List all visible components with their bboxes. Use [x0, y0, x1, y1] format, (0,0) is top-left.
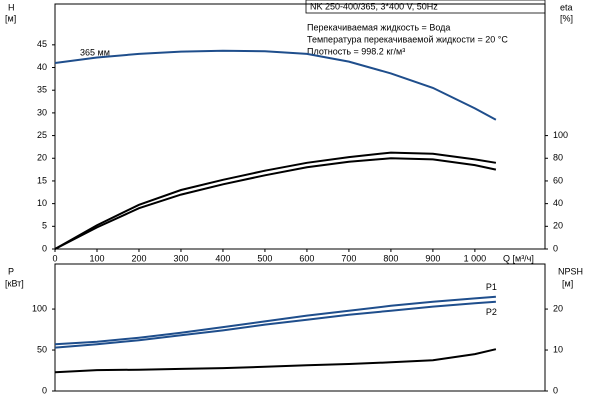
y2-tick-label: 80: [553, 153, 563, 163]
x-tick-label: 700: [341, 253, 356, 263]
x-tick-label: 100: [89, 253, 104, 263]
x-tick-label: 900: [425, 253, 440, 263]
y2-tick-label: 0: [553, 243, 558, 253]
y2-tick-label: 100: [553, 130, 568, 140]
curve-label: 365 мм: [80, 47, 110, 57]
chart-title: NK 250-400/365, 3*400 V, 50Hz: [310, 1, 438, 11]
y-tick-label: 50: [37, 344, 47, 354]
y2-tick-label: 20: [553, 303, 563, 313]
y2-tick-label: 10: [553, 344, 563, 354]
curve: [54, 151, 497, 250]
plot-frame: [54, 263, 546, 392]
y-axis-unit: [кВт]: [5, 278, 24, 288]
x-tick-label: 0: [52, 253, 57, 263]
y2-tick-label: 0: [553, 385, 558, 395]
x-tick-label: 200: [131, 253, 146, 263]
y-tick-label: 20: [37, 153, 47, 163]
curve: [54, 348, 497, 374]
curve: [54, 157, 497, 250]
y-tick-label: 10: [37, 198, 47, 208]
x-tick-label: 500: [257, 253, 272, 263]
y-tick-label: 15: [37, 175, 47, 185]
y-tick-label: 40: [37, 62, 47, 72]
y2-tick-label: 40: [553, 198, 563, 208]
curve: [54, 295, 496, 346]
y-tick-label: 5: [42, 221, 47, 231]
y2-axis-label: eta: [560, 2, 573, 12]
curve: [54, 49, 497, 121]
y-tick-label: 45: [37, 39, 47, 49]
annotation: Перекачиваемая жидкость = Вода: [307, 22, 450, 32]
y-tick-label: 0: [42, 243, 47, 253]
x-axis-label: Q [м³/ч]: [503, 253, 534, 263]
y-axis-unit: [м]: [5, 13, 16, 23]
y2-axis-unit: [%]: [560, 13, 573, 23]
x-tick-label: 300: [173, 253, 188, 263]
plot-frame: [54, 3, 546, 250]
x-tick-label: 800: [383, 253, 398, 263]
y-tick-label: 100: [32, 303, 47, 313]
legend-label: P1: [486, 282, 497, 292]
curve: [54, 300, 496, 349]
annotation: Температура перекачиваемой жидкости = 20…: [307, 34, 508, 44]
y2-axis-label: NPSH: [558, 266, 583, 276]
y-tick-label: 0: [42, 385, 47, 395]
y-tick-label: 30: [37, 107, 47, 117]
y-axis-label: H: [8, 2, 15, 12]
y2-tick-label: 20: [553, 221, 563, 231]
x-tick-label: 1 000: [464, 253, 487, 263]
x-tick-label: 600: [299, 253, 314, 263]
y2-tick-label: 60: [553, 175, 563, 185]
y2-axis-unit: [м]: [562, 278, 573, 288]
legend-label: P2: [486, 307, 497, 317]
x-tick-label: 400: [215, 253, 230, 263]
y-tick-label: 25: [37, 130, 47, 140]
y-axis-label: P: [8, 266, 14, 276]
annotation: Плотность = 998.2 кг/м³: [307, 46, 405, 56]
y-tick-label: 35: [37, 85, 47, 95]
